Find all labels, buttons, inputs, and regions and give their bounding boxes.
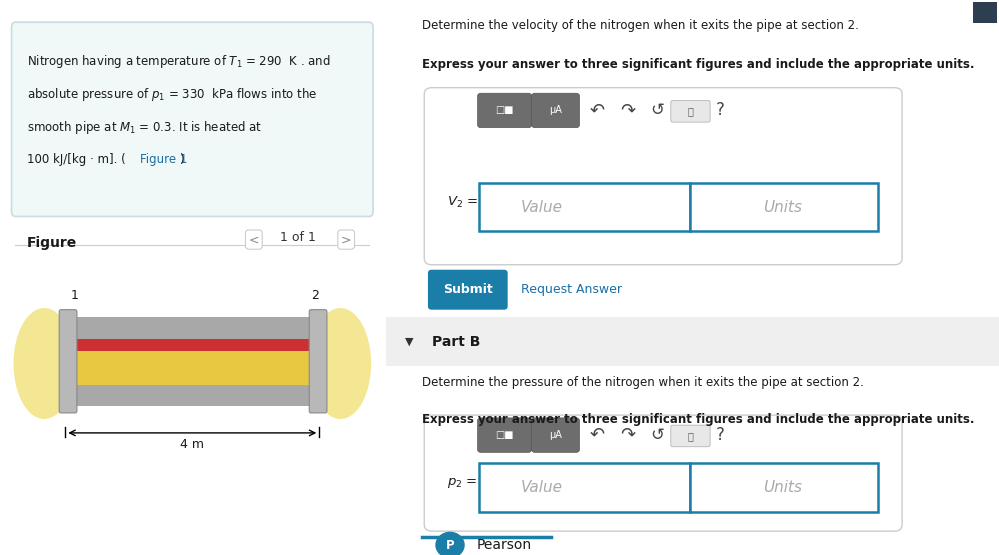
Text: P: P [446,538,455,552]
FancyBboxPatch shape [67,385,320,406]
Text: Value: Value [521,480,563,495]
Text: <: < [249,233,259,246]
Text: Request Answer: Request Answer [520,283,621,296]
Text: ↷: ↷ [620,102,635,119]
Text: ↺: ↺ [650,426,664,444]
Text: Figure 1: Figure 1 [141,153,188,165]
FancyBboxPatch shape [671,100,710,122]
Text: Units: Units [763,480,802,495]
Text: Express your answer to three significant figures and include the appropriate uni: Express your answer to three significant… [423,58,975,71]
Text: 4 m: 4 m [180,438,205,451]
FancyBboxPatch shape [478,418,531,452]
FancyBboxPatch shape [690,463,877,512]
FancyBboxPatch shape [67,317,320,339]
Text: ↶: ↶ [589,102,604,119]
FancyBboxPatch shape [67,340,320,385]
FancyBboxPatch shape [12,22,373,216]
FancyBboxPatch shape [478,93,531,128]
Text: ↺: ↺ [650,102,664,119]
FancyBboxPatch shape [425,415,902,531]
Text: Units: Units [763,199,802,215]
FancyBboxPatch shape [690,183,877,231]
Circle shape [436,532,465,555]
FancyBboxPatch shape [386,317,999,366]
Text: μA: μA [549,430,562,440]
Text: $V_2$ =: $V_2$ = [447,195,479,210]
Text: 1 of 1: 1 of 1 [280,231,316,244]
Text: 100 kJ/[kg · m]. (: 100 kJ/[kg · m]. ( [27,153,126,165]
Text: ?: ? [715,102,724,119]
FancyBboxPatch shape [428,270,507,310]
Text: Determine the pressure of the nitrogen when it exits the pipe at section 2.: Determine the pressure of the nitrogen w… [423,376,864,388]
Text: >: > [341,233,352,246]
Text: ⎕: ⎕ [687,106,693,116]
Text: Submit: Submit [443,283,493,296]
Text: 2: 2 [312,290,320,302]
Text: Part B: Part B [432,335,480,349]
FancyBboxPatch shape [479,463,690,512]
FancyBboxPatch shape [310,310,327,413]
Text: smooth pipe at $M_1$ = 0.3. It is heated at: smooth pipe at $M_1$ = 0.3. It is heated… [27,119,262,137]
FancyBboxPatch shape [479,183,690,231]
Text: ⎕: ⎕ [687,431,693,441]
Text: ): ) [179,153,184,165]
FancyBboxPatch shape [425,88,902,265]
FancyBboxPatch shape [59,310,77,413]
Text: Pearson: Pearson [477,538,531,552]
FancyBboxPatch shape [531,418,579,452]
Text: ?: ? [715,426,724,444]
FancyBboxPatch shape [973,2,997,23]
FancyBboxPatch shape [671,425,710,447]
Text: Figure: Figure [27,236,77,250]
Text: Value: Value [521,199,563,215]
Text: Express your answer to three significant figures and include the appropriate uni: Express your answer to three significant… [423,413,975,426]
FancyBboxPatch shape [67,339,320,351]
Text: □■: □■ [496,430,513,440]
Text: $p_2$ =: $p_2$ = [447,476,478,490]
Text: ↶: ↶ [589,426,604,444]
Text: 1: 1 [71,290,79,302]
Text: absolute pressure of $p_1$ = 330  kPa flows into the: absolute pressure of $p_1$ = 330 kPa flo… [27,86,318,103]
Text: Determine the velocity of the nitrogen when it exits the pipe at section 2.: Determine the velocity of the nitrogen w… [423,19,859,32]
FancyBboxPatch shape [531,93,579,128]
Ellipse shape [13,308,75,419]
Text: μA: μA [549,105,562,115]
Ellipse shape [310,308,372,419]
Text: □■: □■ [496,105,513,115]
Text: Nitrogen having a temperature of $T_1$ = 290  K . and: Nitrogen having a temperature of $T_1$ =… [27,53,331,70]
Text: ▼: ▼ [405,337,414,347]
Text: ↷: ↷ [620,426,635,444]
